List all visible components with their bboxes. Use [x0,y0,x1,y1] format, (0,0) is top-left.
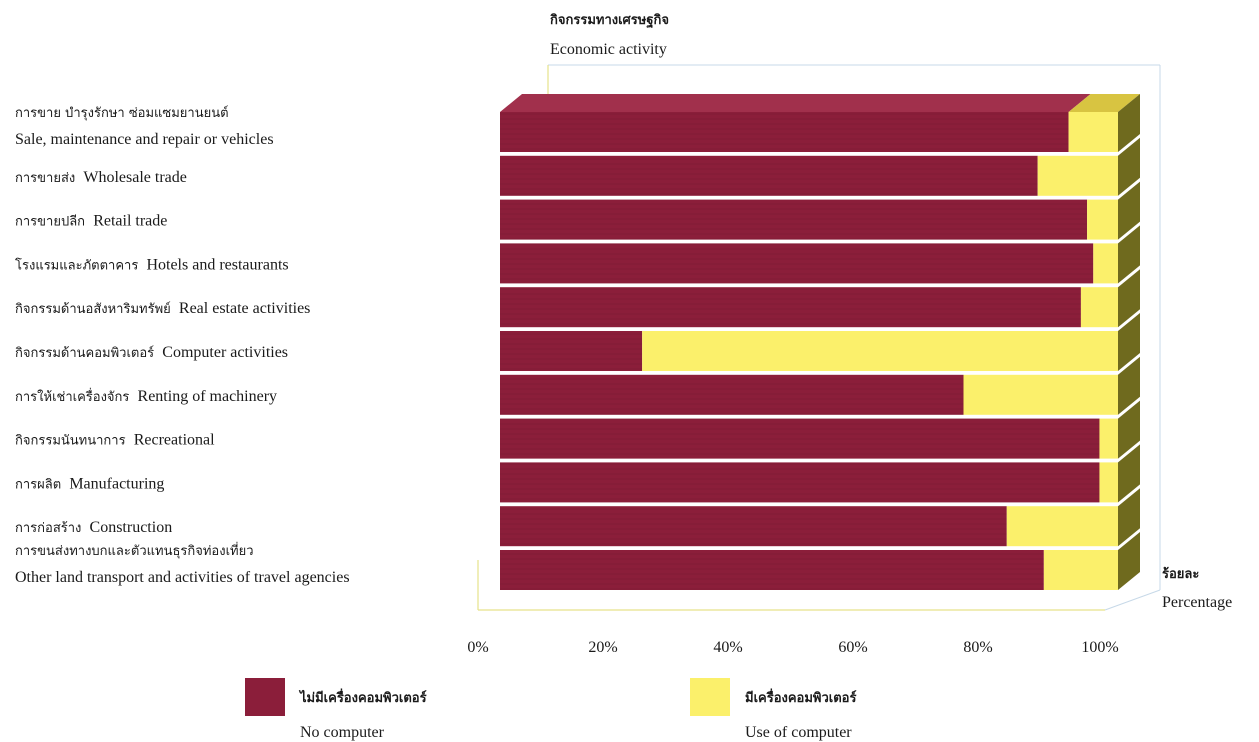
bar-group [500,269,1140,328]
x-tick-label: 40% [713,639,742,656]
bar-side [1118,400,1140,459]
category-label: Sale, maintenance and repair or vehicles [15,131,274,148]
bar-segment-1 [963,374,1118,415]
legend-swatch-use-of-computer [690,678,730,716]
category-label: การผลิต Manufacturing [15,475,164,492]
chart-title-th: กิจกรรมทางเศรษฐกิจ [550,13,669,29]
x-tick-label: 0% [467,639,488,656]
bar-texture [500,462,1100,503]
bar-side [1118,225,1140,284]
category-label: กิจกรรมด้านอสังหาริมทรัพย์ Real estate a… [15,300,311,317]
bar-texture [500,112,1069,152]
legend-swatch-no-computer [245,678,285,716]
chart-title: Economic activity [550,41,667,58]
bar-segment-1 [1068,112,1118,152]
bar-side [1118,444,1140,503]
bar-texture [500,155,1038,196]
category-labels: การขาย บำรุงรักษา ซ่อมแซมยานยนต์ Sale, ma… [15,105,350,586]
plot-frame [477,64,1161,611]
category-label: กิจกรรมด้านคอมพิวเตอร์ Computer activiti… [15,344,288,361]
bar-texture [500,506,1007,547]
category-label: กิจกรรมนันทนาการ Recreational [15,432,215,449]
frame-floor-diag [1104,589,1161,611]
bar-texture [500,550,1044,590]
category-label: การให้เช่าเครื่องจักร Renting of machine… [15,388,277,405]
bar-side [1118,313,1140,371]
bar-group [500,181,1140,240]
category-label: โรงแรมและภัตตาคาร Hotels and restaurants [15,256,289,273]
x-tick-labels: 0% 20% 40% 60% 80% 100% [467,639,1118,656]
bar-group [500,356,1140,415]
legend-label-use-of-computer: Use of computer [745,724,852,741]
bar-group [500,444,1140,503]
bar-side [1118,356,1140,415]
bar-segment-1 [1093,243,1118,284]
category-label-th: การขาย บำรุงรักษา ซ่อมแซมยานยนต์ [15,105,229,121]
bar-group [500,94,1140,152]
legend: ไม่มีเครื่องคอมพิวเตอร์ No computer มีเค… [245,678,856,741]
bar-texture [500,331,643,371]
bar-texture [500,374,964,415]
bar-group [500,225,1140,284]
legend-label-no-computer-th: ไม่มีเครื่องคอมพิวเตอร์ [298,688,427,706]
bar-group [500,313,1140,371]
bar-side [1118,181,1140,240]
category-label: การขายส่ง Wholesale trade [15,169,187,186]
bar-texture [500,199,1088,240]
bar-texture [500,287,1081,328]
bar-side [1118,532,1140,590]
bar-segment-1 [642,331,1118,371]
bar-side [1118,137,1140,196]
bar-texture [500,243,1094,284]
bar-top-0 [500,94,1091,112]
bar-segment-1 [1099,418,1118,459]
bar-group [500,532,1140,590]
bar-segment-1 [1043,550,1118,590]
bar-segment-1 [1087,199,1118,240]
bar-side [1118,488,1140,547]
x-axis-label: Percentage [1162,594,1232,611]
x-tick-label: 20% [588,639,617,656]
legend-label-use-of-computer-th: มีเครื่องคอมพิวเตอร์ [745,688,856,706]
bar-segment-1 [1037,155,1118,196]
bar-side [1118,269,1140,328]
bar-top-1 [1068,94,1140,112]
bar-group [500,137,1140,196]
legend-label-no-computer: No computer [300,724,385,741]
category-label-th: การขนส่งทางบกและตัวแทนธุรกิจท่องเที่ยว [15,542,254,559]
bar-segment-1 [1006,506,1118,547]
bar-group [500,488,1140,547]
bar-group [500,400,1140,459]
category-label: การก่อสร้าง Construction [15,519,172,536]
x-tick-label: 80% [963,639,992,656]
x-tick-label: 100% [1081,639,1118,656]
bars [500,94,1140,590]
bar-side [1118,94,1140,152]
category-label: Other land transport and activities of t… [15,569,350,586]
bar-texture [500,418,1100,459]
category-label: การขายปลีก Retail trade [15,213,167,230]
x-tick-label: 60% [838,639,867,656]
bar-segment-1 [1080,287,1118,328]
x-axis-label-th: ร้อยละ [1162,566,1199,582]
bar-segment-1 [1099,462,1118,503]
